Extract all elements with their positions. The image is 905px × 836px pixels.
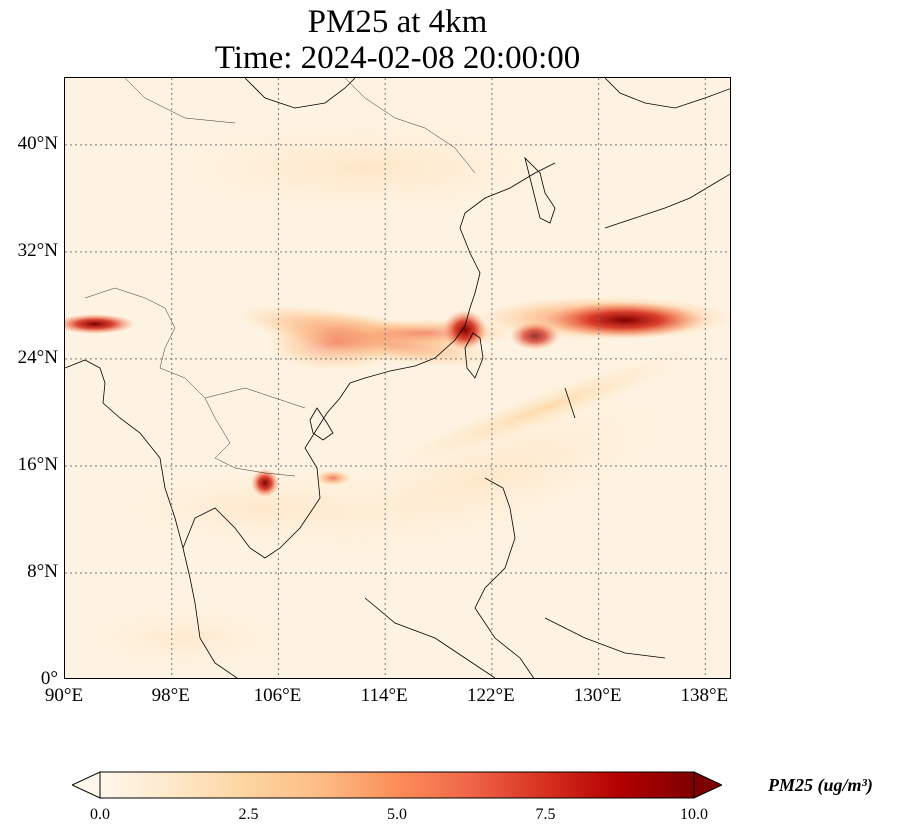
- map-subtitle-time: Time: 2024-02-08 20:00:00: [214, 40, 581, 76]
- colorbar-extend-max: [693, 771, 722, 799]
- lat-tick-label: 16°N: [17, 453, 58, 475]
- colorbar-extend-min: [72, 771, 101, 799]
- colorbar-tick-label: 2.5: [238, 806, 259, 823]
- pm25-plumes: [65, 296, 730, 497]
- colorbar-tick-label: 7.5: [535, 806, 556, 823]
- lon-tick-label: 138°E: [680, 685, 729, 706]
- lon-tick-label: 106°E: [253, 685, 302, 706]
- lon-tick-label: 98°E: [151, 685, 190, 706]
- lat-tick-label: 40°N: [17, 132, 58, 154]
- gridlines: [65, 78, 730, 678]
- lat-tick-label: 8°N: [27, 560, 58, 582]
- coastlines: [65, 78, 730, 678]
- colorbar-tick-label: 5.0: [387, 806, 407, 823]
- lon-tick-label: 130°E: [573, 685, 622, 706]
- lat-tick-label: 24°N: [17, 346, 58, 368]
- lat-tick-label: 32°N: [17, 239, 58, 261]
- pm25-map: [64, 77, 731, 679]
- colorbar-gradient: [99, 771, 695, 799]
- lon-tick-label: 90°E: [44, 685, 84, 706]
- country-borders: [84, 78, 476, 477]
- lat-tick-label: 0°: [40, 668, 58, 689]
- colorbar: [72, 771, 722, 799]
- map-canvas: [65, 78, 730, 678]
- lon-tick-label: 122°E: [467, 685, 515, 706]
- colorbar-tick-label: 0.0: [90, 806, 110, 823]
- map-title: PM25 at 4km: [307, 4, 488, 40]
- colorbar-tick-label: 10.0: [680, 806, 708, 823]
- colorbar-label: PM25 (ug/m³): [768, 775, 873, 795]
- lon-tick-label: 114°E: [360, 685, 408, 706]
